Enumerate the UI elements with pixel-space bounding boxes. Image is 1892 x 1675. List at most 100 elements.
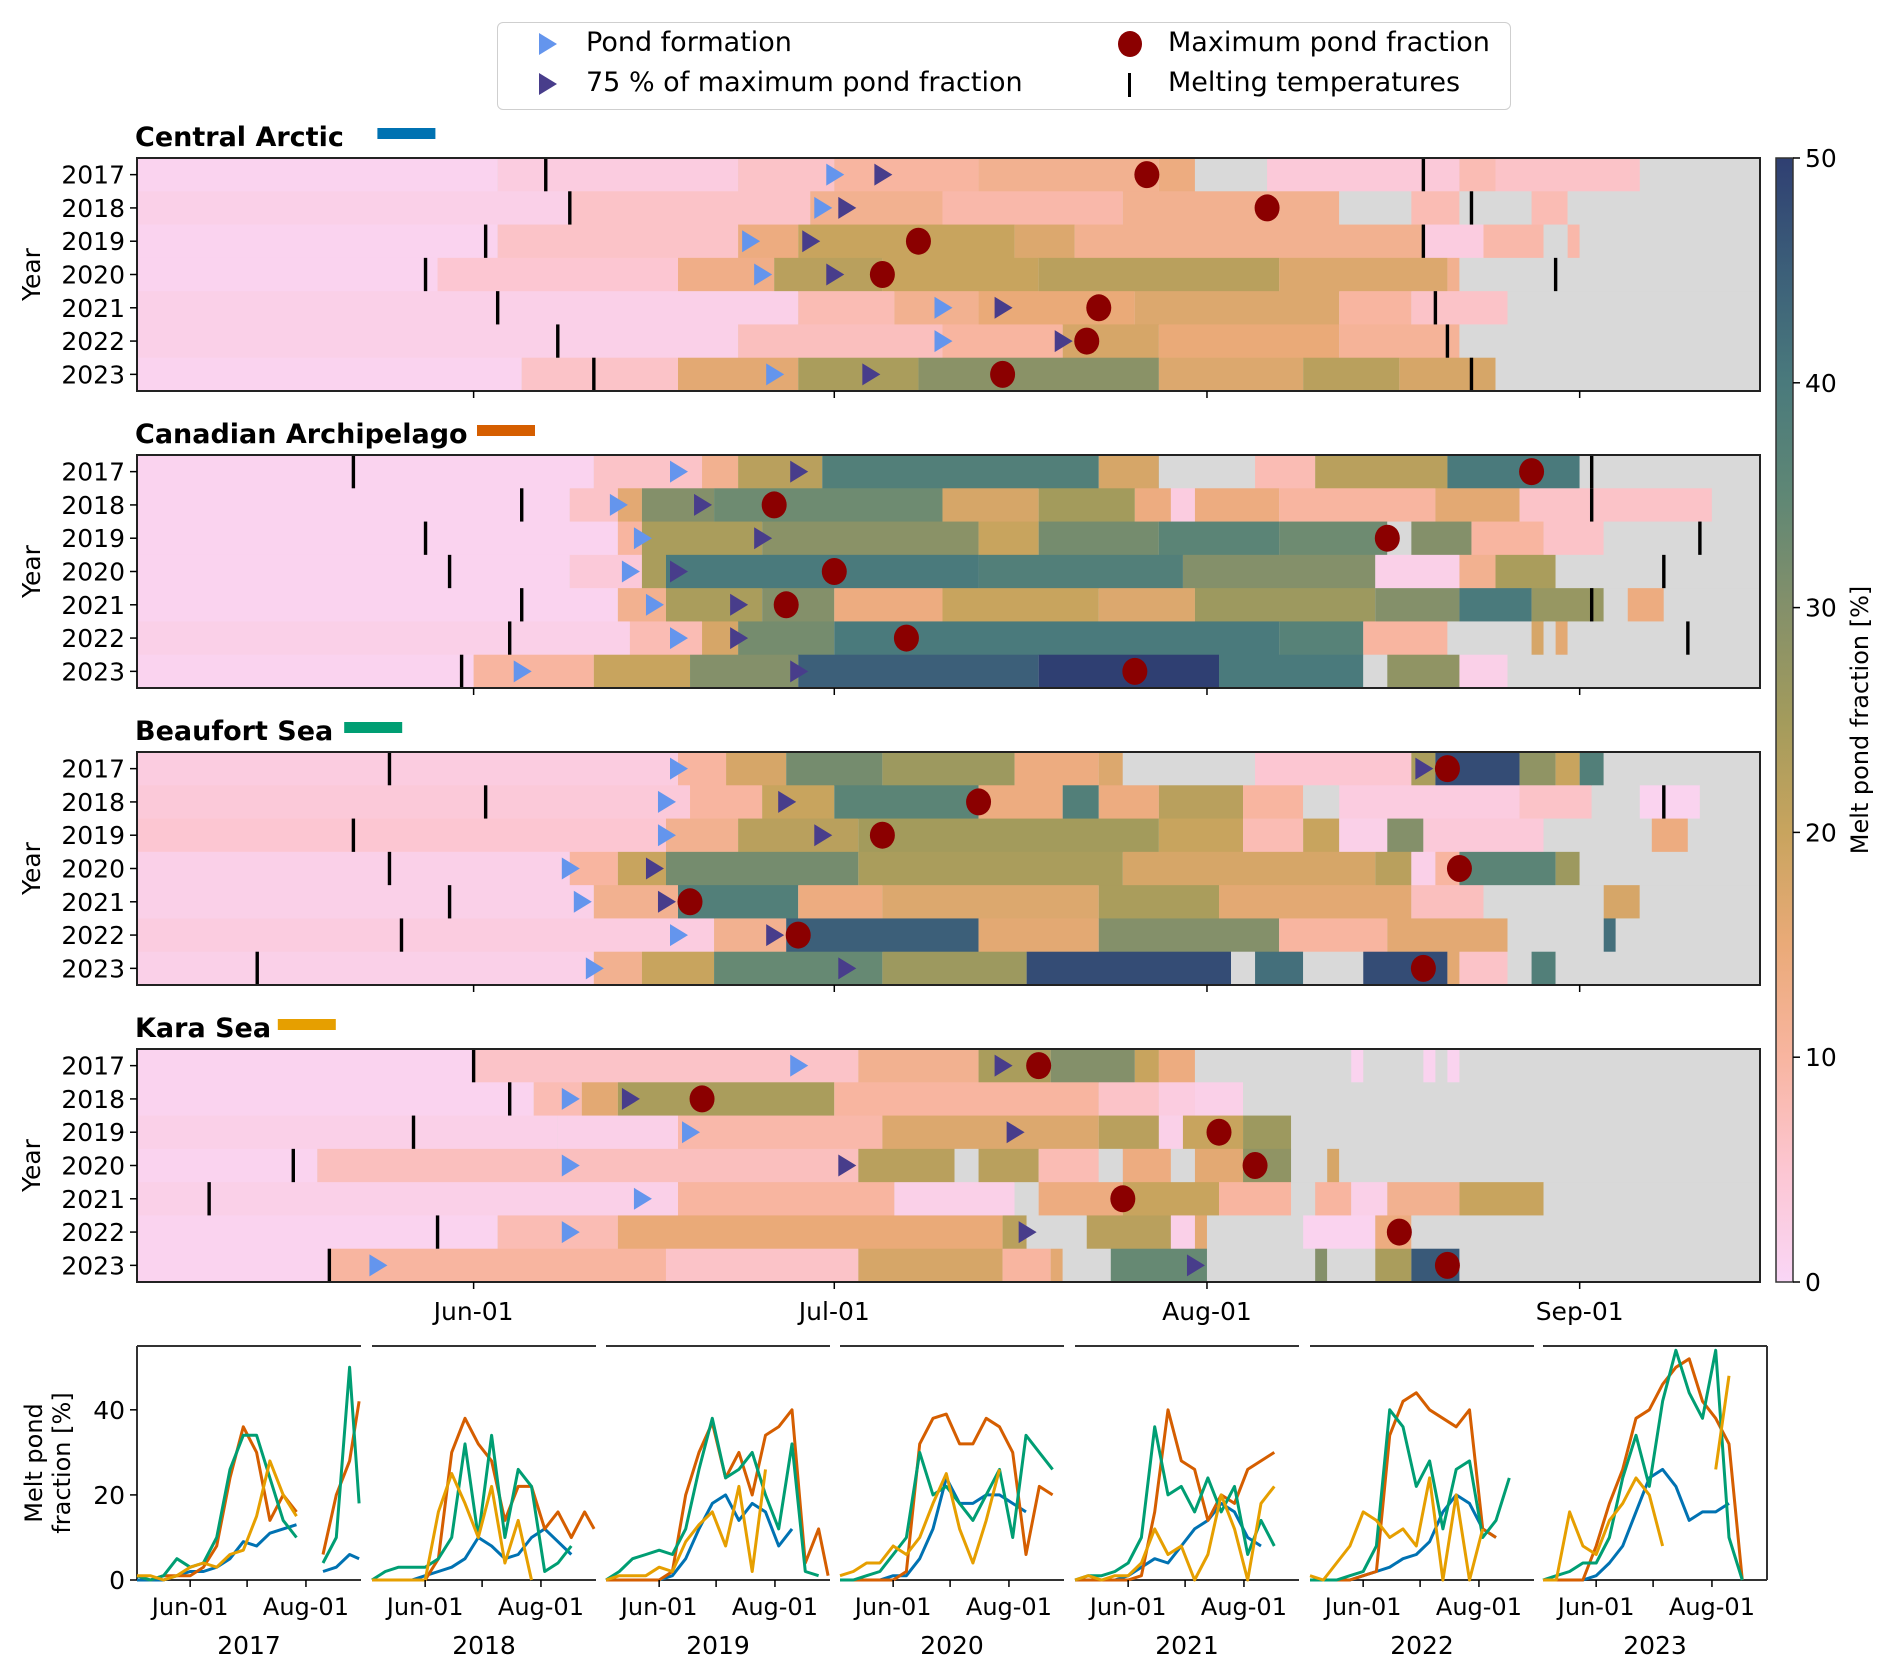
heatmap-cell: [497, 224, 739, 259]
pond-formation-marker: [670, 627, 688, 650]
heatmap-cell: [1495, 357, 1760, 392]
melt-temperature-marker: [255, 951, 259, 985]
heatmap-cell: [1122, 752, 1159, 786]
heatmap-cell: [1555, 554, 1760, 589]
y-tick-label: 2021: [61, 888, 125, 917]
heatmap-cell: [762, 785, 835, 820]
pond-formation-marker: [369, 1254, 388, 1277]
heatmap-cell: [1375, 1248, 1412, 1283]
heatmap-cell: [1327, 1248, 1376, 1283]
maximum-marker: [1434, 1251, 1460, 1279]
heatmap-cell: [1567, 224, 1580, 259]
heatmap-cell: [137, 885, 594, 919]
p75-marker: [730, 627, 749, 650]
y-axis-label-line1: Melt pond: [20, 1403, 48, 1523]
heatmap-cell: [1279, 621, 1364, 656]
heatmap-cell: [1122, 191, 1340, 226]
heatmap-panels: Central Arctic 2017 2018 2019 2020 2021 2022 20…: [17, 122, 1761, 1326]
heatmap-cell: [1303, 357, 1400, 392]
series-line-beaufort-sea: [1074, 1425, 1276, 1582]
heatmap-cell: [822, 455, 1099, 489]
panel-kara-sea: Kara Sea 2017 2018 2019 2020 2021 2022 2023 Year…: [17, 1013, 1761, 1326]
colorbar-tick-label: 0: [1805, 1268, 1821, 1297]
heatmap-cell: [1411, 521, 1472, 556]
y-tick-label: 20: [93, 1481, 125, 1510]
legend-label-melting: Melting temperatures: [1168, 67, 1461, 98]
heatmap-cell: [1122, 1182, 1219, 1216]
series-line-beaufort-sea: [371, 1433, 573, 1582]
heatmap-cell: [882, 257, 1039, 292]
p75-marker: [802, 230, 821, 253]
heatmap-cell: [942, 488, 1039, 523]
melt-temperature-marker: [387, 851, 392, 886]
heatmap-cell: [137, 191, 570, 226]
x-tick-label: Aug-01: [1162, 1297, 1252, 1326]
melt-temperature-marker: [483, 785, 488, 819]
heatmap-cell: [1447, 455, 1580, 489]
y-tick-label: 2023: [61, 954, 125, 983]
heatmap-cell: [1098, 588, 1195, 622]
heatmap-cell: [1351, 1049, 1364, 1083]
maximum-marker: [990, 360, 1016, 388]
heatmap-cell: [1050, 1049, 1135, 1083]
melt-temperature-marker: [568, 191, 572, 225]
heatmap-cell: [702, 455, 739, 489]
heatmap-cell: [1651, 818, 1688, 853]
melt-temperature-marker: [207, 1182, 211, 1216]
series-line-central-arctic: [137, 1523, 360, 1582]
series-line-canadian-archipelago: [1310, 1391, 1497, 1582]
heatmap-cell: [1375, 851, 1412, 886]
heatmap-cell: [1134, 291, 1340, 325]
y-tick-label: 2022: [61, 1218, 125, 1247]
heatmap-cell: [1194, 1215, 1207, 1250]
heatmap-cell: [1447, 621, 1532, 656]
y-tick-label: 2019: [61, 1118, 125, 1147]
heatmap-cell: [641, 521, 763, 556]
heatmap-cell: [1062, 1248, 1111, 1283]
series-line-central-arctic: [1543, 1467, 1730, 1582]
heatmap-cell: [1543, 1182, 1760, 1216]
heatmap-cell: [1447, 951, 1460, 986]
heatmap-cell: [690, 785, 763, 820]
heatmap-cell: [1567, 621, 1760, 656]
heatmap-cell: [1339, 785, 1520, 820]
heatmap-cell: [137, 1049, 474, 1083]
x-tick-label: Jun-01: [1556, 1593, 1635, 1621]
heatmap-cell: [1243, 1115, 1292, 1150]
heatmap-cell: [1507, 951, 1532, 986]
heatmap-cell: [954, 1148, 979, 1183]
melt-temperature-marker: [1589, 588, 1594, 622]
series-line-beaufort-sea: [605, 1416, 820, 1582]
heatmap-cell: [714, 951, 883, 986]
heatmap-cell: [593, 654, 691, 689]
region-color-swatch: [277, 1019, 336, 1030]
melt-temperature-marker: [399, 918, 404, 952]
heatmap-cell: [137, 851, 570, 886]
melt-temperature-marker: [447, 885, 452, 919]
melt-temperature-marker: [351, 818, 356, 852]
melt-temperature-marker-icon: [1128, 73, 1131, 97]
legend: Pond formation Maximum pond fraction 75 …: [497, 22, 1511, 110]
y-tick-label: 2018: [61, 194, 125, 223]
heatmap-cell: [1531, 191, 1568, 226]
x-tick-label: Aug-01: [1201, 1593, 1287, 1621]
melt-temperature-marker: [556, 324, 560, 358]
colorbar-tick-label: 20: [1805, 818, 1837, 847]
pond-formation-marker: [790, 1054, 809, 1077]
heatmap-cell: [1219, 885, 1412, 919]
y-tick-label: 2018: [61, 1085, 125, 1114]
x-tick-label: Jun-01: [619, 1593, 698, 1621]
pond-formation-marker: [561, 1087, 580, 1110]
heatmap-cell: [1194, 1082, 1244, 1117]
heatmap-cell: [1687, 818, 1760, 853]
heatmap-cell: [978, 1148, 1039, 1183]
line-panel-2021: Jun-01 Aug-01 2021: [1074, 1345, 1299, 1660]
colorbar-tick-label: 30: [1805, 594, 1837, 623]
p75-marker: [766, 924, 785, 947]
heatmap-cell: [137, 291, 799, 325]
x-tick-label: Aug-01: [732, 1593, 818, 1621]
year-label: 2018: [452, 1631, 516, 1660]
x-tick-label: Jun-01: [432, 1297, 514, 1326]
line-panel-2023: Jun-01 Aug-01 2023: [1542, 1345, 1768, 1660]
melt-temperature-marker: [1662, 785, 1666, 819]
